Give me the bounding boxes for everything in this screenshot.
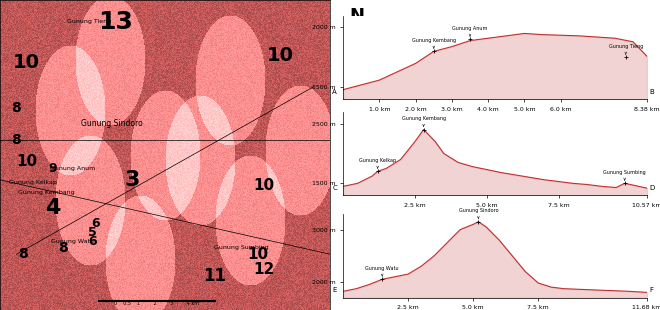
Text: Gunung Sindoro: Gunung Sindoro (459, 208, 498, 219)
Text: F: F (650, 287, 654, 293)
Text: 9: 9 (48, 162, 57, 175)
Text: Gunung Kembang: Gunung Kembang (401, 116, 446, 127)
Text: 13: 13 (98, 10, 133, 34)
Text: Gunung Kelkap: Gunung Kelkap (359, 158, 396, 169)
Text: 4: 4 (45, 198, 61, 218)
Text: Gunung Sindoro: Gunung Sindoro (81, 119, 143, 129)
Text: Gunung Watu: Gunung Watu (51, 239, 94, 244)
Text: 8: 8 (12, 101, 21, 116)
Text: 10: 10 (16, 154, 37, 169)
Text: A: A (333, 89, 337, 95)
Text: Gunung Sumbing: Gunung Sumbing (214, 246, 268, 250)
Text: Gunung Kelkap: Gunung Kelkap (9, 180, 57, 185)
Text: 6: 6 (91, 217, 100, 230)
Text: Gunung Tieng: Gunung Tieng (67, 19, 111, 24)
Text: 5: 5 (88, 226, 97, 239)
Text: Gunung Kembang: Gunung Kembang (18, 190, 75, 195)
Text: 10: 10 (267, 46, 294, 65)
Text: 0    0.5    1         2         3         4 km: 0 0.5 1 2 3 4 km (114, 301, 199, 306)
Text: 10: 10 (253, 179, 275, 193)
Text: E: E (333, 287, 337, 293)
Text: 11: 11 (203, 267, 226, 285)
Text: B: B (650, 89, 655, 95)
Text: Gunung Anum: Gunung Anum (452, 26, 488, 37)
Text: Gunung Tieng: Gunung Tieng (609, 44, 643, 55)
Text: 10: 10 (247, 247, 268, 262)
Text: 8: 8 (18, 247, 28, 261)
Text: C: C (333, 185, 337, 191)
Text: 8: 8 (58, 241, 67, 255)
Text: 6: 6 (88, 235, 97, 248)
Text: 12: 12 (253, 262, 275, 277)
Text: D: D (650, 185, 655, 191)
Text: N: N (349, 7, 364, 25)
Text: Gunung Anum: Gunung Anum (50, 166, 95, 171)
Text: 8: 8 (12, 132, 21, 147)
Text: Gunung Kembang: Gunung Kembang (412, 38, 456, 49)
Text: Gunung Sumbing: Gunung Sumbing (603, 170, 646, 180)
Text: Gunung Watu: Gunung Watu (366, 266, 399, 277)
Text: 10: 10 (13, 52, 40, 72)
Text: 3: 3 (124, 170, 140, 190)
